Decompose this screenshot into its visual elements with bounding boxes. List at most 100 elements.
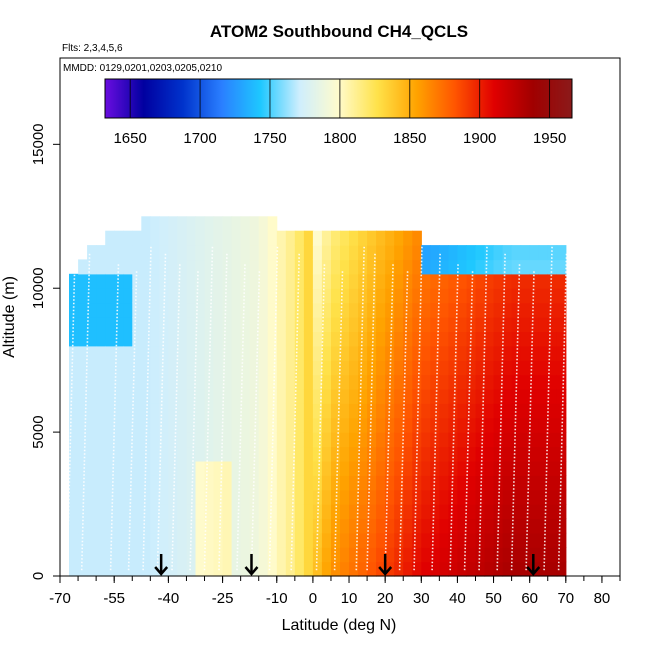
heatmap-cell <box>430 360 440 376</box>
heatmap-cell <box>385 460 395 476</box>
heatmap-cell <box>331 561 341 577</box>
heatmap-cell <box>394 302 404 318</box>
heatmap-cell <box>321 403 332 419</box>
heatmap-cell <box>123 345 133 361</box>
heatmap-cell <box>186 388 197 404</box>
heatmap-cell <box>186 230 197 246</box>
heatmap-cell <box>222 432 233 448</box>
heatmap-cell <box>114 345 124 361</box>
heatmap-cell <box>466 504 477 520</box>
heatmap-cell <box>177 460 187 476</box>
heatmap-cell <box>385 245 395 261</box>
heatmap-cell <box>276 331 287 347</box>
heatmap-cell <box>367 518 377 534</box>
heatmap-cell <box>195 417 206 433</box>
heatmap-cell <box>213 532 224 548</box>
heatmap-cell <box>475 302 486 318</box>
heatmap-cell <box>421 518 431 534</box>
heatmap-cell <box>141 302 151 318</box>
heatmap-cell <box>240 302 251 318</box>
heatmap-cell <box>358 504 368 520</box>
heatmap-cell <box>502 245 513 261</box>
heatmap-cell <box>331 504 341 520</box>
heatmap-cell <box>276 403 287 419</box>
flight-profile <box>268 245 279 571</box>
heatmap-cell <box>258 432 269 448</box>
heatmap-cell <box>150 432 160 448</box>
heatmap-cell <box>141 230 151 246</box>
heatmap-cell <box>177 374 187 390</box>
heatmap-cell <box>249 331 260 347</box>
heatmap-cell <box>204 230 215 246</box>
heatmap-cell <box>150 230 160 246</box>
heatmap-cell <box>412 532 422 548</box>
heatmap-cell <box>376 504 386 520</box>
heatmap-cell <box>204 532 215 548</box>
heatmap-cell <box>385 504 395 520</box>
heatmap-cell <box>69 489 79 505</box>
heatmap-cell <box>114 532 124 548</box>
heatmap-cell <box>493 273 504 289</box>
heatmap-cell <box>222 475 233 491</box>
heatmap-cell <box>556 489 567 505</box>
colorbar: 1650 1700 1750 1800 1850 1900 1950 <box>104 78 573 147</box>
heatmap-cell <box>96 245 106 261</box>
heatmap-cell <box>96 475 106 491</box>
heatmap-cell <box>222 489 233 505</box>
heatmap-cell <box>538 518 549 534</box>
heatmap-cell <box>529 317 540 332</box>
heatmap-cell <box>312 504 323 520</box>
heatmap-cell <box>294 547 305 563</box>
heatmap-cell <box>222 345 233 361</box>
heatmap-cell <box>69 374 79 390</box>
heatmap-cell <box>141 504 151 520</box>
heatmap-cell <box>123 460 133 476</box>
heatmap-cell <box>87 317 97 332</box>
heatmap-cell <box>430 561 440 577</box>
heatmap-cell <box>294 417 305 433</box>
heatmap-cell <box>457 259 467 275</box>
heatmap-cell <box>331 288 341 304</box>
heatmap-cell <box>303 489 314 505</box>
heatmap-cell <box>294 302 305 318</box>
heatmap-cell <box>240 360 251 376</box>
heatmap-cell <box>511 403 522 419</box>
heatmap-cell <box>177 360 187 376</box>
heatmap-cell <box>421 489 431 505</box>
heatmap-cell <box>394 360 404 376</box>
heatmap-cell <box>484 245 495 261</box>
heatmap-cell <box>222 259 233 275</box>
heatmap-cell <box>421 302 431 318</box>
y-tick-label: 10000 <box>30 267 47 309</box>
heatmap-cell <box>195 230 206 246</box>
heatmap-cell <box>349 317 359 332</box>
heatmap-cell <box>466 360 477 376</box>
heatmap-cell <box>556 561 567 577</box>
heatmap-cell <box>340 374 350 390</box>
heatmap-cell <box>367 446 377 462</box>
flight-profile <box>156 253 167 571</box>
heatmap-cell <box>231 273 242 289</box>
heatmap-cell <box>294 518 305 534</box>
heatmap-cell <box>367 460 377 476</box>
heatmap-cell <box>87 532 97 548</box>
heatmap-cell <box>466 345 477 361</box>
heatmap-cell <box>285 302 296 318</box>
heatmap-cell <box>538 345 549 361</box>
heatmap-cell <box>376 475 386 491</box>
heatmap-cell <box>538 417 549 433</box>
heatmap-cell <box>150 547 160 563</box>
heatmap-cell <box>105 489 115 505</box>
heatmap-cell <box>394 489 404 505</box>
heatmap-cell <box>69 518 79 534</box>
heatmap-cell <box>69 432 79 448</box>
heatmap-cell <box>385 417 395 433</box>
heatmap-cell <box>321 360 332 376</box>
heatmap-cell <box>204 302 215 318</box>
heatmap-cell <box>285 547 296 563</box>
heatmap-cell <box>421 432 431 448</box>
heatmap-cell <box>78 302 88 318</box>
heatmap-cell <box>556 547 567 563</box>
heatmap-cell <box>222 504 233 520</box>
heatmap-cell <box>312 475 323 491</box>
